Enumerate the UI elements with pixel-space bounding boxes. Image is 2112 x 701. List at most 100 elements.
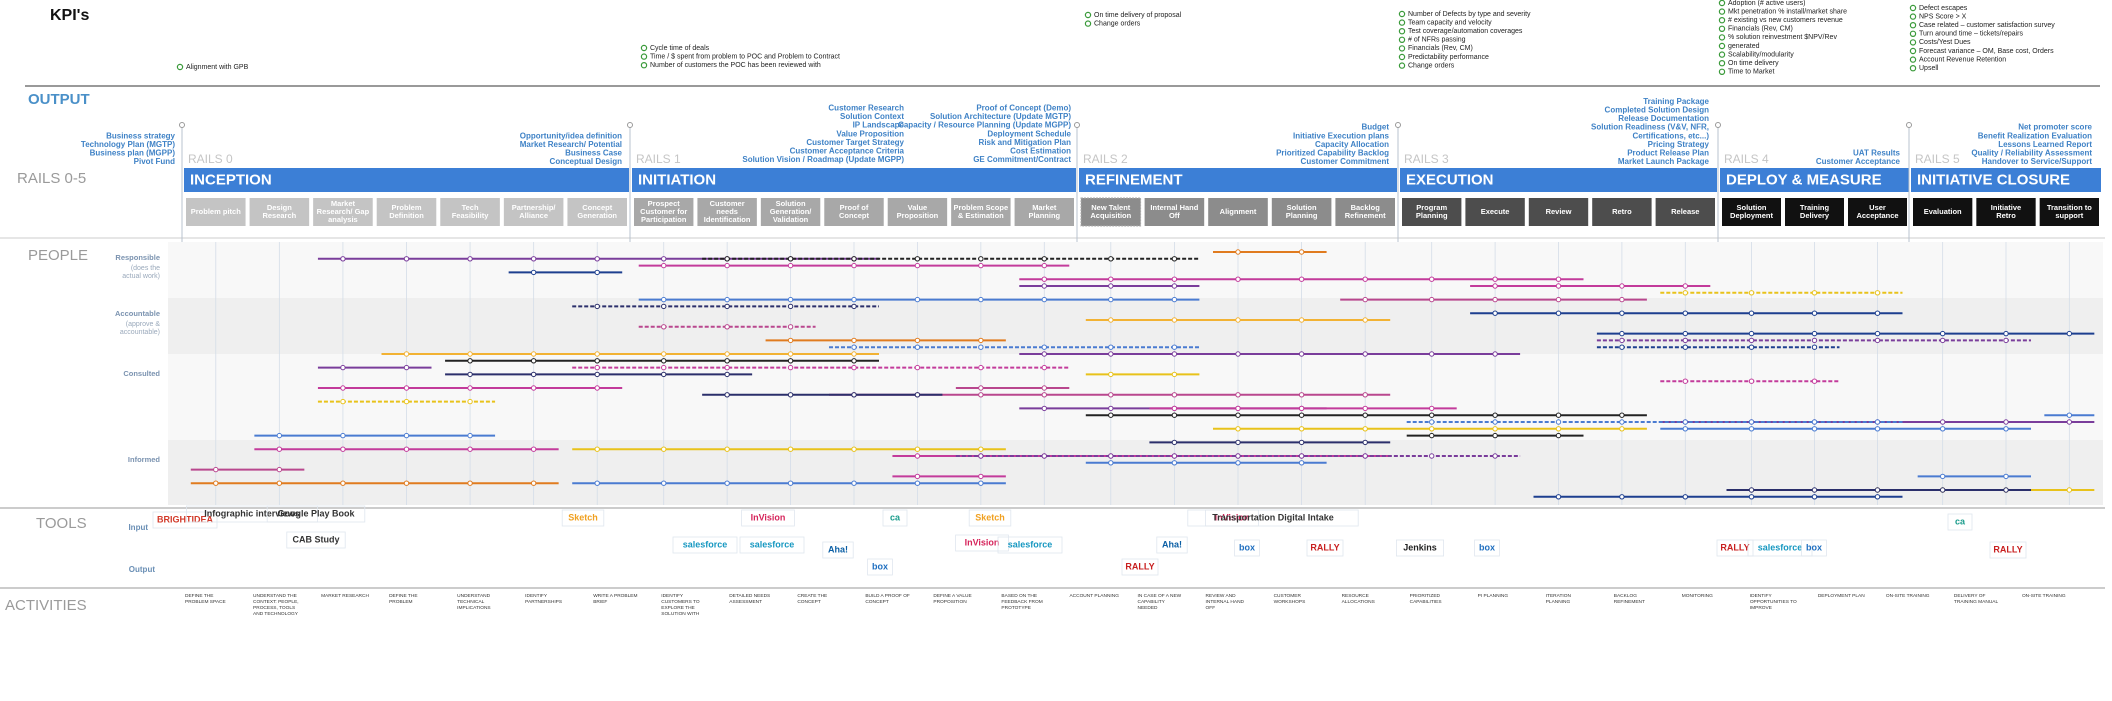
- step-label: Design Research: [262, 203, 296, 220]
- raci-node: [1939, 487, 1946, 493]
- raci-node: [1748, 426, 1755, 432]
- raci-node: [1555, 283, 1562, 289]
- kpi-item: Account Revenue Retention: [1919, 56, 2006, 63]
- raci-node: [1492, 426, 1498, 432]
- raci-node: [1619, 412, 1625, 418]
- output-item: Quality / Reliability Assessment: [1971, 149, 2092, 158]
- raci-node: [1429, 405, 1435, 412]
- raci-node: [1748, 290, 1755, 296]
- kpi-item: Time to Market: [1728, 69, 1774, 76]
- step-box: [2039, 198, 2099, 226]
- raci-node: [1748, 330, 1755, 337]
- step-label: Value Proposition: [897, 203, 939, 220]
- kpi-item: Change orders: [1408, 62, 1455, 69]
- kpi-bullet: [1084, 20, 1092, 27]
- kpi-item: generated: [1728, 43, 1760, 50]
- kpi-item: Forecast variance – OM, Base cost, Order…: [1919, 48, 2054, 55]
- raci-node: [1811, 337, 1818, 344]
- raci-node: [978, 262, 984, 269]
- step-label: Market Research/ Gap analysis: [317, 199, 370, 224]
- step-box: [951, 198, 1011, 226]
- output-item: Handover to Service/Support: [1982, 157, 2093, 166]
- raci-node: [340, 398, 346, 405]
- step-label: Backlog Refinement: [1345, 203, 1386, 220]
- rail-marker: [179, 122, 185, 128]
- raci-node: [1041, 364, 1047, 371]
- raci-node: [914, 337, 921, 344]
- step-box: [634, 198, 694, 226]
- raci-node: [594, 364, 600, 371]
- step-label: Concept Generation: [577, 203, 617, 220]
- raci-node: [1811, 494, 1818, 500]
- raci-node: [1555, 426, 1562, 432]
- raci-node: [467, 371, 473, 378]
- rail-marker: [627, 122, 633, 128]
- kpi-item: Test coverage/automation coverages: [1408, 28, 1523, 35]
- raci-node: [340, 385, 346, 391]
- kpi-item: Mkt penetration % install/market share: [1728, 8, 1847, 15]
- raci-node: [1429, 432, 1435, 439]
- raci-node: [1298, 317, 1305, 323]
- tool-badge: [1801, 539, 1827, 557]
- tool-logo: Sketch: [568, 512, 598, 522]
- raci-node: [787, 364, 794, 371]
- raci-node: [530, 371, 537, 378]
- raci-node: [2003, 473, 2009, 480]
- activity: DETAILED NEEDS ASSESSMENT: [729, 593, 770, 605]
- raci-node: [1298, 412, 1305, 418]
- raci-node: [1171, 412, 1178, 418]
- step-label: Customer needs Identification: [704, 199, 751, 224]
- kpi-bullet: [640, 44, 648, 52]
- kpi-bullet: [1718, 42, 1726, 50]
- kpi-item: Scalability/modularity: [1728, 51, 1794, 58]
- raci-node: [978, 364, 984, 371]
- raci-node: [1811, 290, 1818, 296]
- activity: IDENTIFY OPPORTUNITIES TO IMPROVE: [1750, 593, 1797, 611]
- raci-node: [661, 480, 667, 486]
- tool-logo: RALLY: [1993, 544, 2022, 554]
- tool-badge: [152, 511, 218, 529]
- raci-node: [978, 296, 984, 303]
- raci-node: [1811, 330, 1818, 337]
- raci-node: [467, 358, 473, 364]
- step-label: New Talent Acquisition: [1090, 203, 1131, 220]
- rail-bar: [184, 168, 629, 192]
- raci-node: [1108, 351, 1114, 357]
- output-item: Lessons Learned Report: [1998, 140, 2092, 149]
- raci-node: [1041, 351, 1047, 357]
- raci-node: [1171, 317, 1178, 323]
- raci-node: [1041, 385, 1047, 391]
- raci-node: [1235, 460, 1241, 466]
- tool-badge: [286, 531, 346, 549]
- output-item: Budget: [1361, 123, 1389, 132]
- section-label: ACTIVITIES: [5, 597, 87, 614]
- raci-node: [340, 364, 346, 371]
- raci-node: [403, 364, 410, 371]
- output-item: Value Proposition: [836, 129, 904, 138]
- raci-node: [1108, 405, 1114, 412]
- kpi-bullet: [640, 53, 648, 60]
- kpi-bullet: [1718, 68, 1726, 76]
- raci-node: [1362, 439, 1368, 446]
- output-item: Customer Commitment: [1301, 157, 1390, 166]
- raci-node: [1235, 405, 1241, 412]
- tool-badge: [266, 505, 366, 523]
- activity: PI PLANNING: [1478, 593, 1509, 599]
- raci-node: [851, 256, 857, 262]
- raci-node: [1811, 487, 1818, 493]
- tool-logo: CAB Study: [293, 534, 340, 544]
- raci-node: [530, 269, 537, 276]
- step-box: [249, 198, 310, 226]
- raci-node: [1811, 310, 1818, 316]
- raci-node: [1041, 405, 1047, 412]
- raci-node: [661, 303, 667, 310]
- raci-node: [851, 392, 857, 398]
- people-band: [168, 440, 2103, 505]
- kpi-item: Change orders: [1094, 20, 1141, 27]
- kpi-bullet: [1398, 28, 1406, 35]
- tool-logo: Aha!: [1162, 539, 1182, 549]
- tool-badge: [185, 505, 318, 523]
- raci-node: [594, 371, 600, 378]
- activity: UNDERSTAND TECHNICAL IMPLICATIONS: [457, 593, 491, 611]
- step-label: Problem Definition: [389, 203, 424, 220]
